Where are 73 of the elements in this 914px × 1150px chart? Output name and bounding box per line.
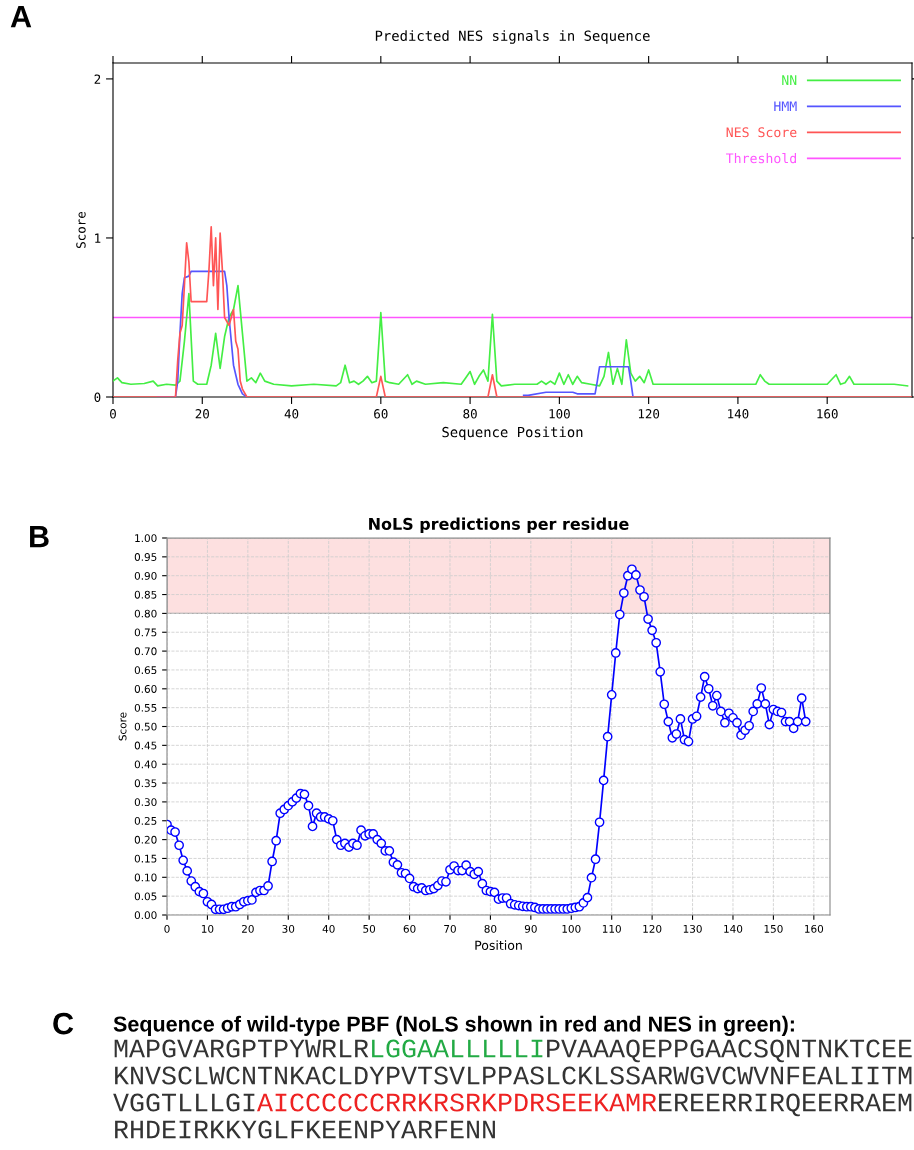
- y-tick-label: 1: [95, 233, 101, 243]
- y-tick-label: 0.85: [134, 590, 157, 599]
- x-tick-label: 80: [484, 924, 497, 933]
- x-tick-label: 80: [463, 409, 477, 419]
- x-tick-label: 20: [241, 924, 254, 933]
- y-tick-label: 0.20: [134, 835, 157, 844]
- x-tick-label: 30: [282, 924, 295, 933]
- y-tick-label: 0.40: [134, 760, 157, 769]
- y-axis-title: Score: [118, 712, 127, 741]
- y-tick-label: 0.05: [134, 892, 157, 901]
- x-tick-label: 40: [284, 409, 299, 419]
- y-tick-label: 0.35: [134, 779, 157, 788]
- x-tick-label: 140: [728, 409, 749, 419]
- chart-title: NoLS predictions per residue: [369, 517, 629, 533]
- y-tick-label: 0.15: [134, 854, 157, 863]
- text: PVAAAQEPPGAACSQNTNKTCEE: [547, 1039, 912, 1063]
- x-tick-label: 160: [805, 924, 824, 933]
- y-tick-label: 0.60: [134, 685, 157, 693]
- y-tick-label: 1.00: [135, 534, 157, 543]
- text: HMM: [774, 101, 797, 112]
- x-tick-label: 130: [683, 924, 702, 933]
- x-tick-label: 100: [562, 924, 581, 933]
- y-tick-label: 2: [94, 74, 101, 84]
- text: C: [53, 1012, 74, 1035]
- x-axis-title: Sequence Position: [442, 426, 583, 441]
- text: RHDEIRKKYGLFKEENPYARFENN: [115, 1120, 495, 1139]
- y-tick-label: 0.25: [134, 816, 157, 825]
- y-tick-label: 0: [94, 392, 101, 402]
- x-tick-label: 0: [164, 924, 170, 933]
- y-tick-label: 0.45: [134, 741, 157, 750]
- x-tick-label: 120: [638, 409, 660, 419]
- y-tick-label: 0.30: [134, 798, 157, 807]
- y-tick-label: 0.50: [134, 722, 157, 731]
- x-tick-label: 70: [444, 924, 456, 933]
- x-tick-label: 100: [549, 409, 570, 419]
- x-tick-label: 50: [363, 924, 376, 933]
- text: B: [30, 526, 49, 548]
- x-tick-label: 90: [524, 924, 537, 933]
- chart-title: Predicted NES signals in Sequence: [375, 30, 650, 44]
- y-tick-label: 0.70: [134, 647, 157, 656]
- text: NN: [782, 75, 797, 85]
- y-tick-label: 0.55: [134, 703, 157, 712]
- text: Sequence of wild-type PBF (NoLS shown in red and NES in green):: [113, 1015, 794, 1036]
- text: NES Score: [726, 127, 797, 138]
- y-tick-label: 0.65: [134, 666, 157, 675]
- x-tick-label: 10: [201, 924, 214, 933]
- y-tick-label: 0.00: [134, 911, 157, 920]
- text: LGGAALLLLLI: [372, 1039, 543, 1058]
- x-tick-label: 20: [195, 409, 209, 419]
- x-tick-label: 40: [322, 924, 335, 933]
- y-tick-label: 0.10: [134, 873, 157, 882]
- text: KNVSCLWCNTNKACLDYPVTSVLPPASLCKLSSARWGVCWVNFEALIITM: [115, 1066, 912, 1085]
- ref-line-label: Threshold: [726, 152, 796, 164]
- y-tick-label: 0.90: [134, 571, 157, 580]
- x-tick-label: 160: [817, 409, 838, 419]
- y-tick-label: 0.75: [134, 628, 157, 637]
- x-tick-label: 140: [724, 924, 743, 933]
- text: VGGTLLLGI: [113, 1093, 255, 1112]
- x-axis-title: Position: [475, 940, 522, 951]
- line-series: [113, 284, 909, 387]
- x-tick-label: 60: [403, 924, 416, 933]
- text: EREERRIRQEERRAEM: [659, 1093, 912, 1117]
- x-tick-label: 120: [643, 924, 662, 933]
- y-tick-label: 0.80: [134, 609, 157, 618]
- x-tick-label: 0: [110, 409, 116, 419]
- x-tick-label: 150: [764, 924, 783, 933]
- y-tick-label: 0.95: [134, 553, 157, 561]
- y-axis-title: Score: [76, 211, 86, 248]
- text: A: [10, 6, 32, 28]
- text: AICCCCCCRRKRSRKPDRSEEKAMR: [257, 1093, 657, 1112]
- x-tick-label: 110: [602, 924, 621, 933]
- x-tick-label: 60: [374, 409, 388, 419]
- text: MAPGVARGPTPYWRLR: [114, 1039, 369, 1058]
